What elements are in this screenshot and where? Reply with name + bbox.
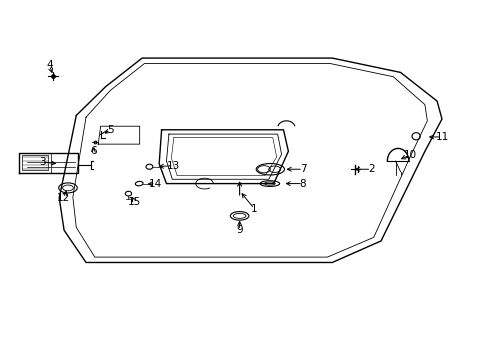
Text: 13: 13 bbox=[167, 161, 180, 171]
Text: 10: 10 bbox=[403, 150, 416, 160]
Text: 8: 8 bbox=[299, 179, 305, 189]
Text: 5: 5 bbox=[107, 125, 114, 135]
Text: 9: 9 bbox=[236, 225, 243, 235]
Bar bbox=[21, 155, 48, 170]
Text: 3: 3 bbox=[39, 157, 45, 167]
Text: 4: 4 bbox=[46, 60, 53, 70]
Text: 11: 11 bbox=[434, 132, 447, 142]
Text: 6: 6 bbox=[90, 146, 97, 156]
Text: 12: 12 bbox=[57, 193, 70, 203]
Text: 1: 1 bbox=[250, 204, 257, 214]
Text: 7: 7 bbox=[299, 164, 305, 174]
Text: 14: 14 bbox=[149, 179, 162, 189]
Text: 2: 2 bbox=[367, 164, 374, 174]
Text: 15: 15 bbox=[128, 197, 141, 207]
